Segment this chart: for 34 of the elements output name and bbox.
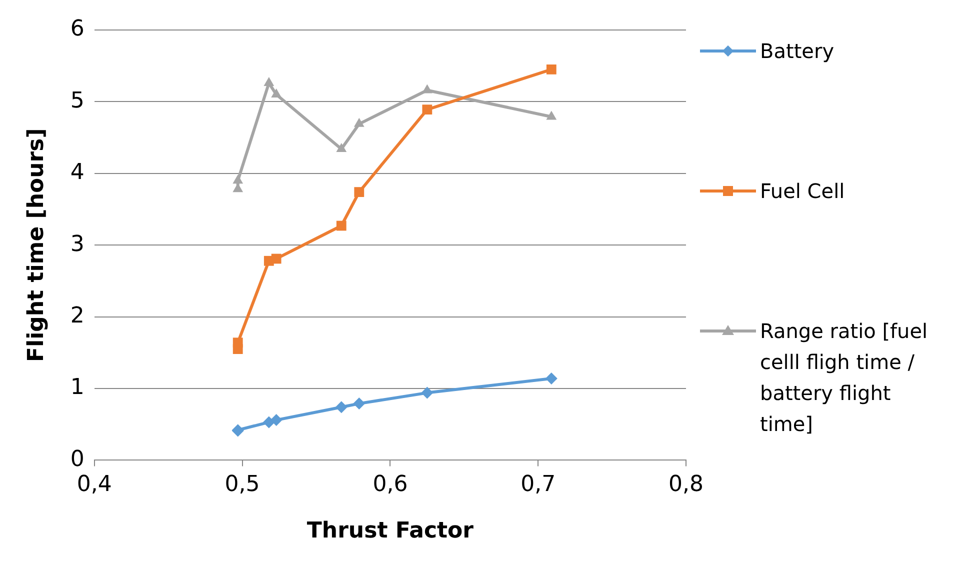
point xyxy=(354,187,364,197)
point xyxy=(422,104,432,115)
y-tick-label: 3 xyxy=(70,232,84,257)
y-axis-title: Flight time [hours] xyxy=(24,128,49,362)
point xyxy=(353,398,366,410)
point xyxy=(232,338,243,348)
point xyxy=(336,220,346,231)
y-tick-label: 1 xyxy=(70,375,84,400)
point xyxy=(546,64,556,74)
y-tick-label: 0 xyxy=(70,446,84,472)
point xyxy=(270,414,282,426)
legend-label: Battery xyxy=(760,38,836,65)
point xyxy=(354,118,364,127)
x-axis-title: Thrust Factor xyxy=(306,518,474,544)
x-tick-label: 0,5 xyxy=(224,472,260,498)
y-tick-label: 6 xyxy=(70,16,84,42)
y-tick-label: 4 xyxy=(70,160,84,186)
point xyxy=(335,401,348,414)
legend-label: Fuel Cell xyxy=(760,178,846,205)
point xyxy=(336,143,347,152)
point xyxy=(545,372,558,384)
x-tick-label: 0,6 xyxy=(372,472,408,498)
x-tick-label: 0,8 xyxy=(668,472,704,498)
x-tick-label: 0,7 xyxy=(520,472,556,498)
point xyxy=(271,254,282,264)
x-tick-label: 0,4 xyxy=(76,472,112,498)
point xyxy=(546,110,557,120)
legend-label: Range ratio [fuel celll fligh time / battery flight time] xyxy=(760,318,929,438)
point xyxy=(271,88,282,98)
point xyxy=(232,174,244,184)
point xyxy=(421,386,434,399)
y-tick-label: 2 xyxy=(70,304,84,329)
y-tick-label: 5 xyxy=(70,88,84,114)
point xyxy=(264,77,274,86)
